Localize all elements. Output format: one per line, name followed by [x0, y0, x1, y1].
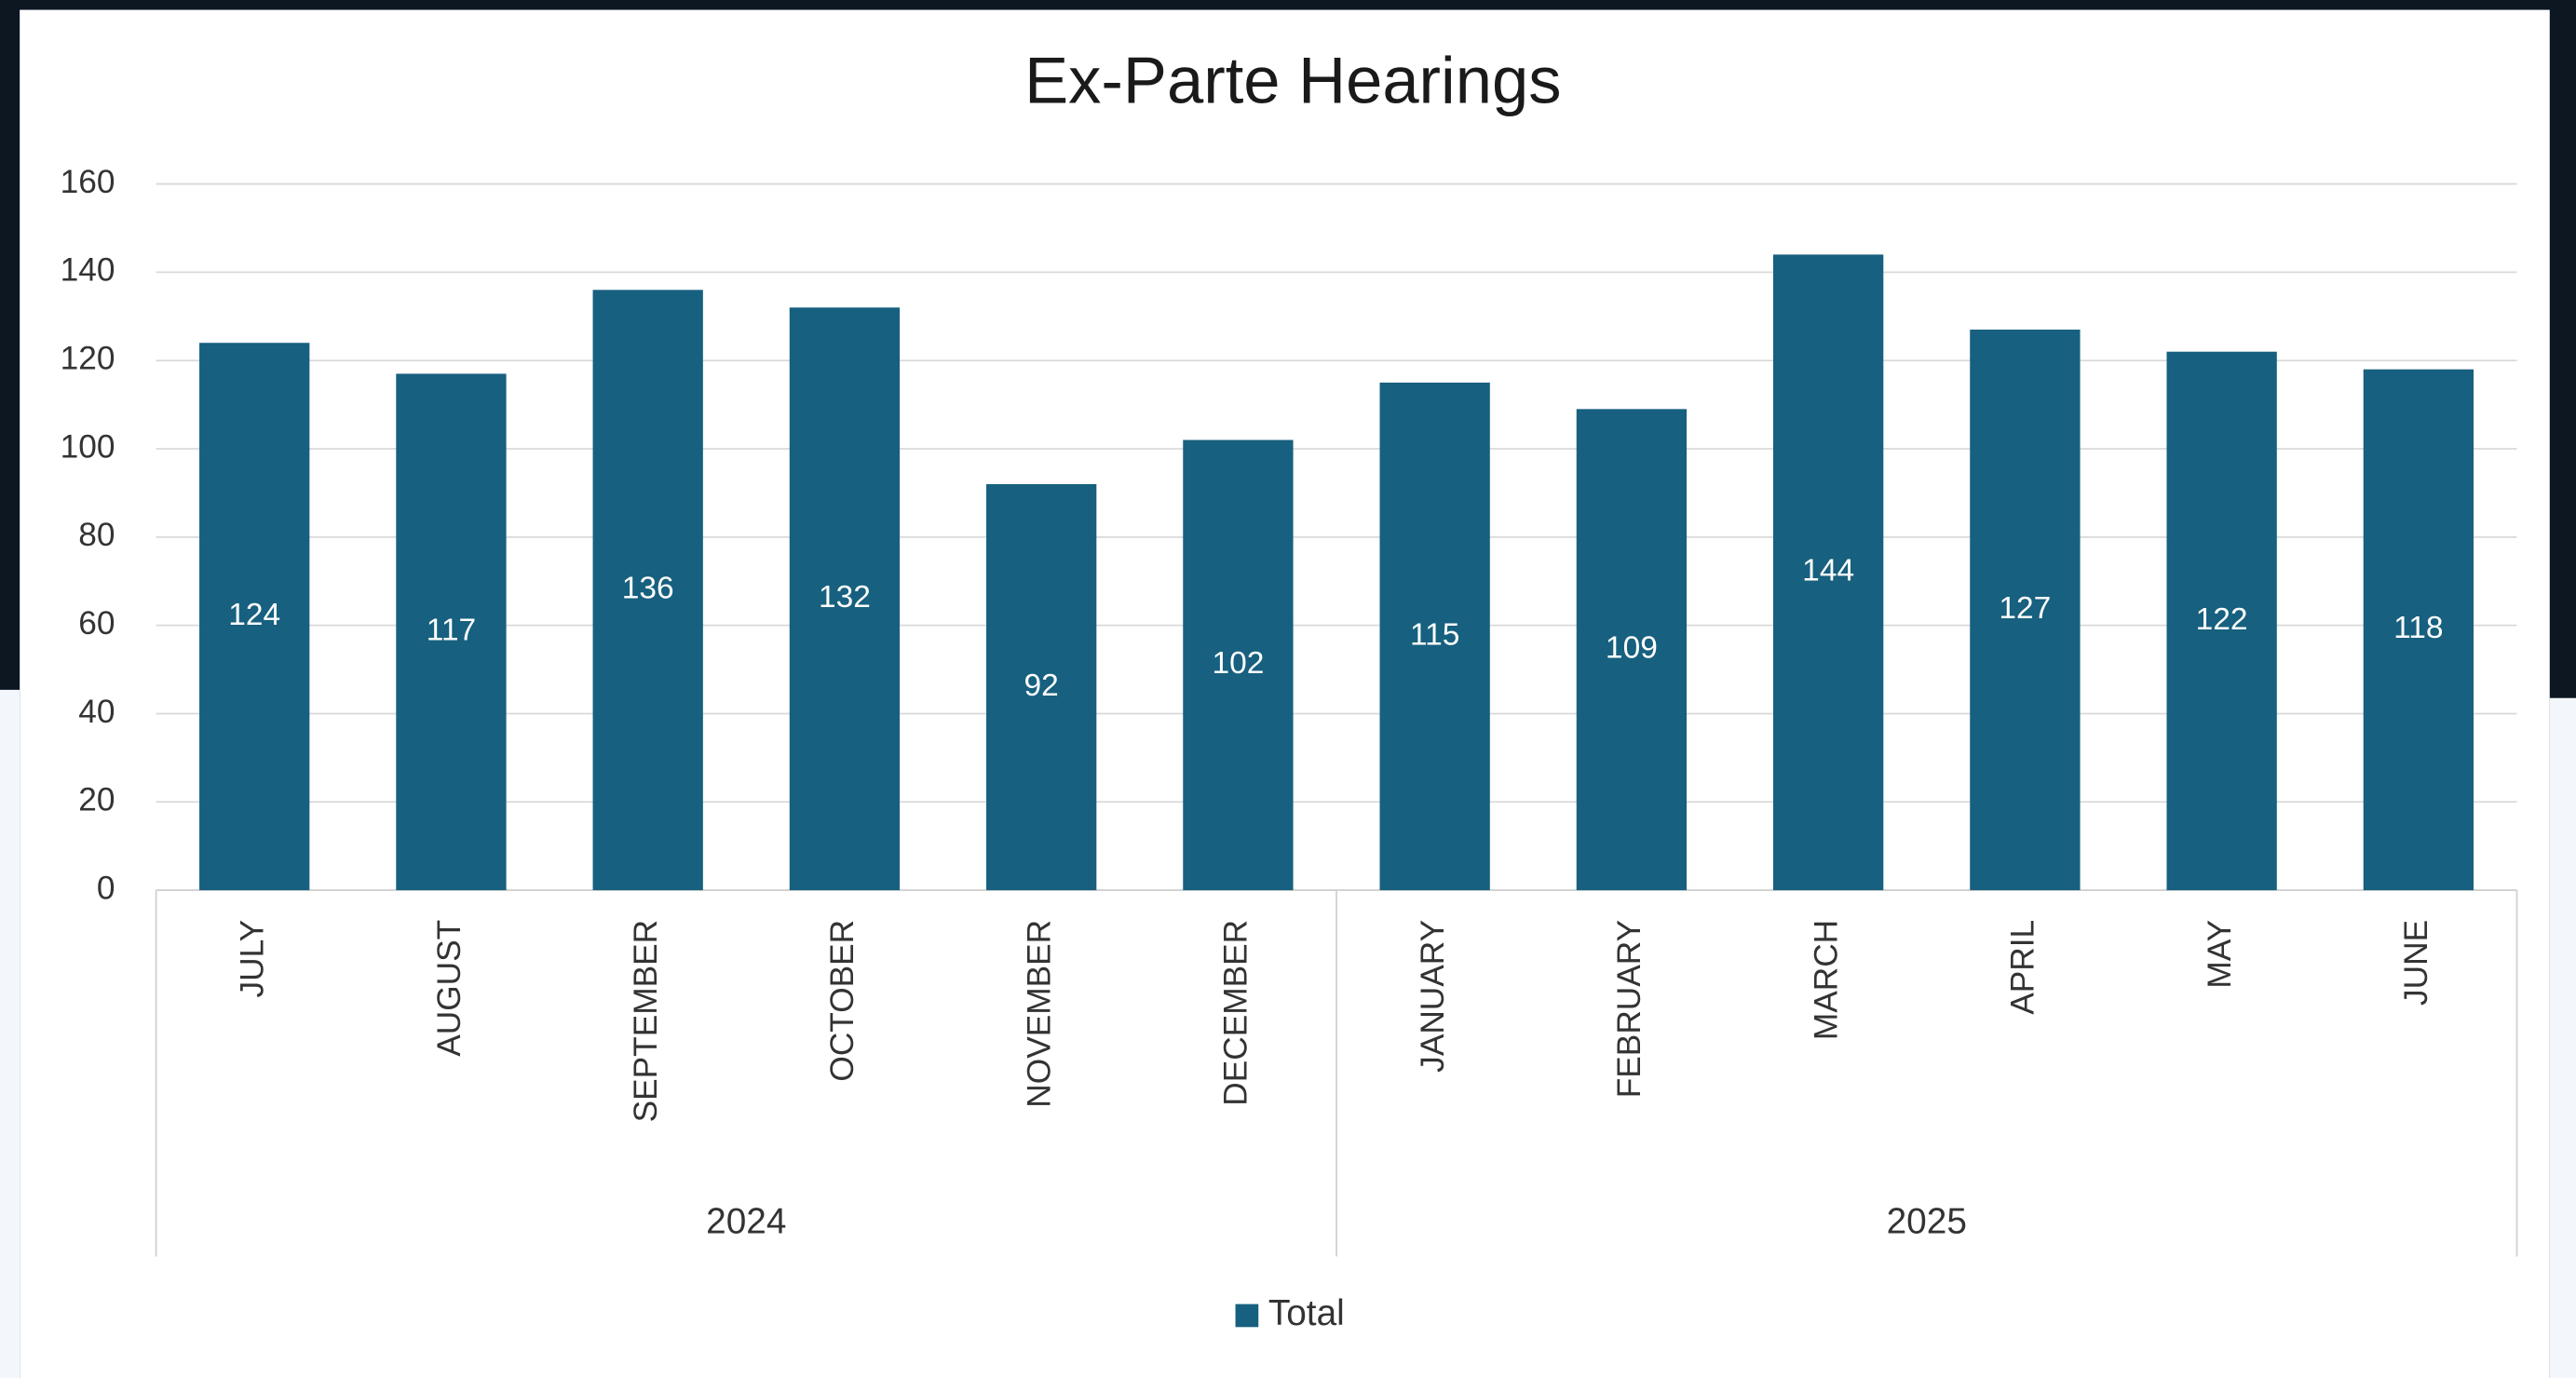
y-tick-label: 160: [61, 164, 115, 200]
x-tick-label: MARCH: [1808, 920, 1844, 1040]
data-label: 102: [1212, 646, 1264, 681]
data-label: 127: [1999, 591, 2051, 626]
x-tick-label: SEPTEMBER: [628, 920, 664, 1123]
data-label: 92: [1024, 669, 1059, 703]
bar: [1970, 330, 2081, 891]
x-tick-label: DECEMBER: [1218, 920, 1254, 1106]
data-label: 122: [2196, 602, 2248, 637]
bar: [1379, 382, 1490, 891]
y-tick-label: 60: [78, 605, 115, 642]
data-label: 115: [1410, 617, 1459, 652]
x-tick-label: JULY: [235, 920, 271, 998]
bar: [1576, 409, 1688, 891]
bar: [592, 290, 703, 891]
side-panel: [0, 689, 20, 1378]
data-label: 118: [2393, 611, 2443, 645]
bar: [789, 307, 901, 891]
bar: [2166, 351, 2277, 891]
x-tick-label: FEBRUARY: [1611, 920, 1647, 1098]
data-label: 136: [622, 572, 674, 606]
x-tick-label: MAY: [2202, 920, 2238, 989]
data-label: 144: [1802, 554, 1854, 588]
group-label: 2025: [1887, 1201, 1967, 1241]
y-tick-label: 0: [97, 870, 115, 906]
bar: [199, 343, 310, 891]
x-tick-label: OCTOBER: [824, 920, 861, 1082]
legend-label: Total: [1268, 1293, 1345, 1333]
group-label: 2024: [706, 1201, 786, 1241]
legend-swatch: [1235, 1304, 1259, 1328]
bar: [986, 483, 1097, 891]
bar: [2363, 369, 2474, 891]
y-tick-label: 20: [78, 782, 115, 818]
y-tick-label: 100: [61, 428, 115, 465]
x-tick-label: NOVEMBER: [1021, 920, 1057, 1108]
bar: [1183, 439, 1294, 891]
data-label: 132: [819, 580, 871, 615]
data-label: 109: [1606, 631, 1658, 666]
chart-title: Ex-Parte Hearings: [1024, 43, 1561, 116]
y-tick-label: 140: [61, 252, 115, 289]
bar: [396, 373, 507, 891]
x-tick-label: AUGUST: [431, 920, 468, 1057]
side-panel: [2549, 697, 2576, 1378]
bar: [1772, 254, 1884, 891]
y-tick-label: 120: [61, 341, 115, 377]
y-tick-label: 80: [78, 517, 115, 553]
data-label: 117: [427, 614, 476, 648]
x-tick-label: JUNE: [2398, 920, 2434, 1006]
data-label: 124: [228, 598, 280, 632]
y-tick-label: 40: [78, 694, 115, 730]
x-tick-label: APRIL: [2005, 920, 2041, 1015]
x-tick-label: JANUARY: [1415, 920, 1451, 1073]
